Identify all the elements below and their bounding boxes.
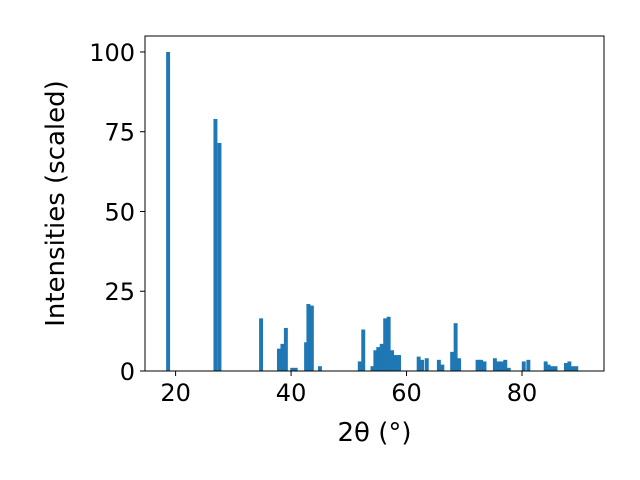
bar: [306, 304, 311, 371]
bar: [290, 367, 295, 371]
bar: [574, 366, 579, 371]
bar: [521, 361, 526, 371]
bar: [379, 343, 384, 371]
y-tick-label: 100: [89, 39, 135, 67]
bar: [370, 366, 375, 371]
bar: [553, 366, 558, 371]
bar: [526, 359, 531, 371]
bar: [309, 305, 314, 371]
bar: [166, 51, 171, 371]
y-axis: 0 25 50 75 100: [89, 39, 145, 386]
bar: [361, 329, 366, 371]
x-tick-label: 80: [507, 379, 538, 407]
y-tick-label: 50: [104, 198, 135, 226]
bar: [217, 142, 222, 371]
y-tick-label: 25: [104, 278, 135, 306]
bar: [386, 316, 391, 371]
bar: [450, 351, 455, 371]
bar: [390, 350, 395, 371]
bar: [436, 359, 441, 371]
bar: [499, 361, 504, 371]
bar: [546, 364, 551, 371]
bar: [457, 358, 462, 371]
y-axis-label: Intensities (scaled): [41, 80, 71, 327]
bar: [373, 350, 378, 371]
x-axis-label: 2θ (°): [337, 418, 411, 448]
bar: [563, 363, 568, 371]
bar: [482, 361, 487, 371]
bar: [440, 364, 445, 371]
x-tick-label: 60: [391, 379, 422, 407]
bar: [304, 342, 309, 371]
bar: [420, 359, 425, 371]
bar: [393, 355, 398, 371]
bar: [283, 327, 288, 371]
bar: [453, 323, 458, 371]
bar: [570, 366, 575, 371]
bar: [496, 361, 501, 371]
bar: [479, 359, 483, 371]
y-tick-label: 0: [120, 358, 135, 386]
bar: [376, 347, 381, 371]
bar: [276, 348, 281, 371]
bar: [213, 118, 218, 371]
bar: [475, 359, 480, 371]
y-tick-label: 75: [104, 119, 135, 147]
bar: [317, 366, 322, 371]
bar: [397, 355, 401, 371]
x-tick-label: 40: [276, 379, 307, 407]
bar: [280, 343, 285, 371]
x-axis: 20 40 60 80: [160, 371, 537, 407]
bar: [567, 361, 572, 371]
bar: [424, 358, 429, 371]
bar: [492, 358, 497, 371]
bars-group: [166, 51, 579, 371]
x-tick-label: 20: [160, 379, 191, 407]
bar: [383, 318, 388, 371]
bar: [416, 356, 421, 371]
bar: [543, 361, 548, 371]
bar: [503, 359, 508, 371]
bar: [550, 366, 554, 371]
bar: [506, 367, 511, 371]
bar: [293, 367, 298, 371]
plot-frame: [144, 35, 605, 372]
bar: [357, 361, 362, 371]
bar: [259, 318, 264, 371]
